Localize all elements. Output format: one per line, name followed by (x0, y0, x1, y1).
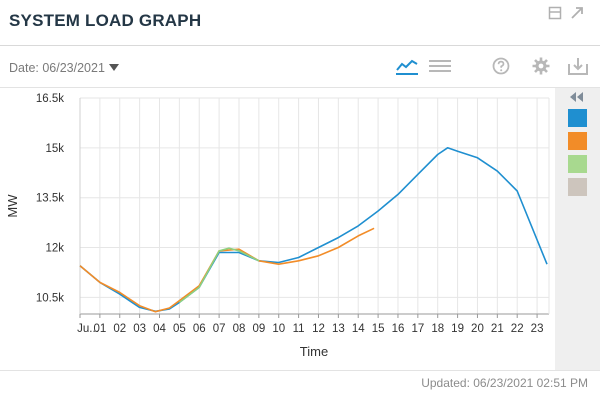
x-tick-label: 15 (372, 323, 385, 335)
x-tick-label: 09 (252, 323, 265, 335)
series-line-1 (79, 146, 548, 313)
x-tick-label: 04 (153, 323, 166, 335)
x-tick-label: 01 (93, 323, 106, 335)
x-tick-label: 22 (511, 323, 524, 335)
updated-timestamp: Updated: 06/23/2021 02:51 PM (421, 376, 588, 390)
x-tick-label: 10 (272, 323, 285, 335)
header: SYSTEM LOAD GRAPH (0, 0, 600, 46)
x-tick-label: 12 (312, 323, 325, 335)
date-label: Date: 06/23/2021 (9, 61, 105, 75)
y-axis-title: MW (5, 194, 20, 218)
y-tick-label: 12k (45, 243, 64, 255)
download-icon[interactable] (566, 56, 590, 76)
line-chart-icon[interactable] (395, 56, 419, 76)
legend-panel (555, 88, 600, 370)
expand-icon[interactable] (570, 6, 584, 20)
date-dropdown[interactable]: Date: 06/23/2021 (9, 61, 119, 75)
toolbar: Date: 06/23/2021 (0, 46, 600, 88)
help-icon[interactable] (489, 56, 513, 76)
double-chevron-left-icon[interactable] (569, 90, 585, 102)
system-load-chart: 10.5k 12k 13.5k 15k 16.5k Ju... 01 02 03 04 05 06 07… (0, 88, 555, 368)
table-view-icon[interactable] (428, 56, 452, 76)
series-line-3 (178, 247, 260, 304)
page-title: SYSTEM LOAD GRAPH (9, 11, 202, 30)
x-tick-label: 19 (451, 323, 464, 335)
x-tick-label: 14 (352, 323, 365, 335)
legend-swatch[interactable] (568, 109, 587, 127)
footer-divider (0, 370, 600, 371)
x-tick-label: 21 (491, 323, 504, 335)
y-tick-label: 15k (45, 143, 64, 155)
x-tick-label: 13 (332, 323, 345, 335)
x-tick-label: 05 (173, 323, 186, 335)
window-toggle-icon[interactable] (548, 6, 562, 20)
y-tick-label: 16.5k (36, 93, 64, 105)
x-tick-label: 03 (133, 323, 146, 335)
x-tick-label: 02 (113, 323, 126, 335)
x-tick-label: 20 (471, 323, 484, 335)
legend-swatch[interactable] (568, 132, 587, 150)
x-tick-label: 16 (392, 323, 405, 335)
x-tick-label: 11 (293, 323, 305, 335)
chart-svg: 10.5k 12k 13.5k 15k 16.5k Ju...01 02 03 04 05 06 07… (5, 93, 550, 359)
legend-swatch[interactable] (568, 178, 587, 196)
legend-swatch[interactable] (568, 155, 587, 173)
settings-icon[interactable] (529, 56, 553, 76)
x-tick-label: 08 (233, 323, 246, 335)
x-tick-label: 07 (213, 323, 226, 335)
x-tick-label: Ju... (77, 323, 99, 335)
series-line-2 (79, 227, 375, 313)
y-tick-label: 13.5k (36, 193, 64, 205)
x-tick-label: 06 (193, 323, 206, 335)
x-axis-title: Time (300, 344, 328, 359)
y-tick-label: 10.5k (36, 292, 64, 304)
x-tick-label: 23 (531, 323, 544, 335)
chevron-down-icon (108, 64, 119, 71)
x-tick-label: 17 (411, 323, 424, 335)
x-tick-label: 18 (431, 323, 444, 335)
